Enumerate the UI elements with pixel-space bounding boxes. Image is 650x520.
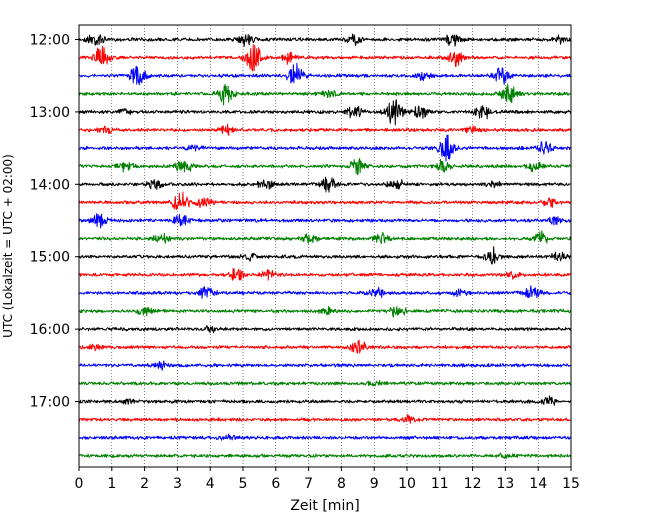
plot-frame xyxy=(78,24,572,468)
x-tick-label: 4 xyxy=(206,476,215,492)
x-tick-label: 3 xyxy=(173,476,182,492)
x-tick-label: 13 xyxy=(496,476,514,492)
x-tick-label: 11 xyxy=(431,476,449,492)
y-tick-label: 15:00 xyxy=(30,250,70,266)
trace-line xyxy=(79,33,572,47)
trace-line xyxy=(78,325,572,334)
tick-layer: 0 1 2 3 4 5 6 7 8 9 10 11 12 13 14 1512:0013:0014:0015:… xyxy=(30,33,580,493)
y-tick-label: 14:00 xyxy=(30,177,70,193)
trace-line xyxy=(78,230,572,245)
trace-line xyxy=(78,213,572,229)
trace-layer xyxy=(78,33,572,459)
trace-line xyxy=(78,306,572,318)
y-tick-label: 16:00 xyxy=(30,322,70,338)
x-tick-label: 8 xyxy=(337,476,346,492)
plot-background xyxy=(79,25,571,467)
trace-line xyxy=(78,157,572,176)
x-tick-label: 0 xyxy=(75,476,84,492)
trace-line xyxy=(78,191,572,210)
trace-line xyxy=(78,379,572,387)
x-tick-label: 14 xyxy=(529,476,547,492)
trace-line xyxy=(78,134,572,162)
trace-line xyxy=(78,83,572,106)
x-tick-label: 9 xyxy=(370,476,379,492)
trace-line xyxy=(78,62,572,86)
trace-line xyxy=(78,395,572,406)
y-tick-label: 13:00 xyxy=(30,105,70,121)
trace-line xyxy=(78,246,572,265)
trace-line xyxy=(78,339,572,354)
y-tick-label: 12:00 xyxy=(30,33,70,49)
trace-line xyxy=(78,360,572,371)
trace-line xyxy=(78,267,572,281)
trace-line xyxy=(78,285,572,299)
x-tick-label: 12 xyxy=(464,476,482,492)
x-axis-title: Zeit [min] xyxy=(290,498,359,514)
y-axis-title: UTC (Lokalzeit = UTC + 02:00) xyxy=(1,154,15,338)
x-tick-label: 7 xyxy=(304,476,313,492)
x-tick-label: 1 xyxy=(107,476,116,492)
trace-line xyxy=(78,452,572,459)
x-tick-label: 5 xyxy=(239,476,248,492)
trace-line xyxy=(78,99,572,126)
x-tick-label: 6 xyxy=(271,476,280,492)
x-tick-label: 2 xyxy=(140,476,149,492)
trace-line xyxy=(78,44,572,72)
y-tick-label: 17:00 xyxy=(30,395,70,411)
trace-line xyxy=(78,413,572,424)
x-tick-label: 15 xyxy=(562,476,580,492)
trace-line xyxy=(78,433,572,441)
trace-line xyxy=(78,176,572,193)
x-tick-label: 10 xyxy=(398,476,416,492)
trace-line xyxy=(78,123,572,136)
